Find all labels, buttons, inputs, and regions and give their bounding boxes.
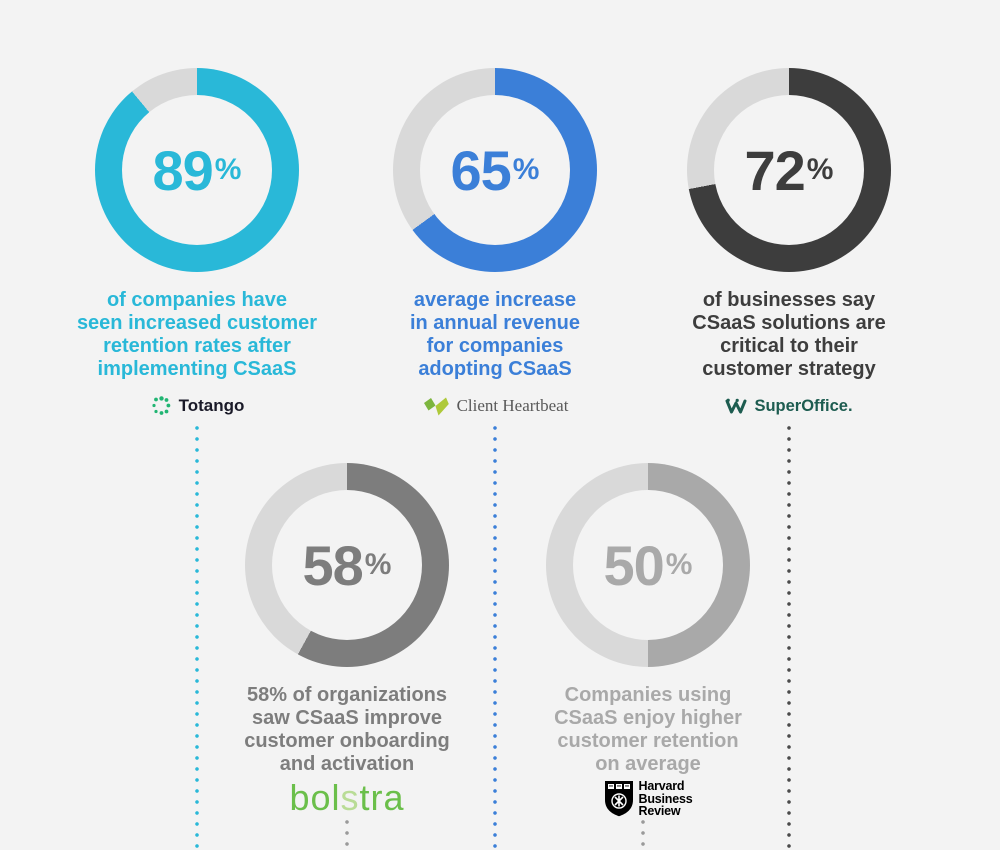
client-heartbeat-leaves-icon <box>423 397 449 415</box>
donut-chart-65: 65% <box>393 68 597 272</box>
caption-line: of businesses say <box>702 289 876 311</box>
caption-line: implementing CSaaS <box>97 358 297 380</box>
caption-line: for companies <box>426 335 564 357</box>
hbr-line: Review <box>638 804 681 818</box>
percent-sign: % <box>214 153 242 186</box>
caption-line: in annual revenue <box>409 312 581 334</box>
superoffice-w-icon <box>725 398 747 414</box>
stat-group-revenue: 65% average increase in annual revenue f… <box>345 68 645 420</box>
stat-caption: of businesses say CSaaS solutions are cr… <box>639 289 939 381</box>
stat-caption: average increase in annual revenue for c… <box>345 289 645 381</box>
caption-line: critical to their <box>720 335 858 357</box>
caption-line: seen increased customer <box>76 312 318 334</box>
caption-line: adopting CSaaS <box>418 358 572 380</box>
stat-group-strategy: 72% of businesses say CSaaS solutions ar… <box>639 68 939 420</box>
stat-value: 72% <box>687 68 891 272</box>
bolstra-wordmark-part: tra <box>359 777 405 818</box>
stat-number: 72 <box>744 138 806 202</box>
stat-caption: Companies using CSaaS enjoy higher custo… <box>498 684 798 776</box>
donut-chart-50: 50% <box>546 463 750 667</box>
source-logo-superoffice: SuperOffice. <box>639 392 939 420</box>
caption-line: on average <box>595 753 701 775</box>
caption-line: average increase <box>413 289 577 311</box>
percent-sign: % <box>364 548 392 581</box>
percent-sign: % <box>665 548 693 581</box>
caption-line: customer retention <box>557 730 739 752</box>
caption-line: Companies using <box>564 684 732 706</box>
donut-chart-72: 72% <box>687 68 891 272</box>
source-logo-bolstra: bolstra <box>197 778 497 818</box>
stat-group-retention: 89% of companies have seen increased cus… <box>47 68 347 420</box>
stat-value: 58% <box>245 463 449 667</box>
stat-number: 89 <box>152 138 214 202</box>
stat-number: 50 <box>603 533 665 597</box>
caption-line: and activation <box>279 753 415 775</box>
source-logo-client-heartbeat: Client Heartbeat <box>345 392 645 420</box>
totango-dots-icon <box>152 396 170 415</box>
hbr-line: Harvard <box>638 779 685 793</box>
caption-line: customer strategy <box>702 358 876 380</box>
stat-group-onboarding: 58% 58% of organizations saw CSaaS impro… <box>197 463 497 818</box>
stat-number: 65 <box>450 138 512 202</box>
dotted-connector-gray-left <box>345 818 349 850</box>
hbr-line: Business <box>638 791 693 806</box>
stat-group-retention-average: 50% Companies using CSaaS enjoy higher c… <box>498 463 798 818</box>
client-heartbeat-wordmark: Client Heartbeat <box>456 396 569 415</box>
dotted-connector-cyan <box>195 424 199 850</box>
hbr-shield-icon <box>604 781 633 817</box>
stat-caption: 58% of organizations saw CSaaS improve c… <box>197 684 497 776</box>
superoffice-wordmark: SuperOffice. <box>754 396 853 415</box>
stat-number: 58 <box>302 533 364 597</box>
dotted-connector-gray-right <box>641 818 645 850</box>
percent-sign: % <box>806 153 834 186</box>
bolstra-wordmark-s: s <box>340 777 360 818</box>
source-logo-harvard-business-review: Harvard Business Review <box>498 780 798 818</box>
stat-value: 50% <box>546 463 750 667</box>
stat-value: 89% <box>95 68 299 272</box>
donut-chart-89: 89% <box>95 68 299 272</box>
stat-value: 65% <box>393 68 597 272</box>
hbr-wordmark: Harvard Business Review <box>639 780 693 818</box>
caption-line: CSaaS enjoy higher <box>554 707 742 729</box>
source-logo-totango: Totango <box>47 392 347 420</box>
caption-line: saw CSaaS improve <box>251 707 443 729</box>
dotted-connector-dark <box>787 424 791 850</box>
totango-wordmark: Totango <box>178 396 245 415</box>
caption-line: retention rates after <box>103 335 291 357</box>
caption-line: customer onboarding <box>244 730 450 752</box>
caption-line: CSaaS solutions are <box>692 312 886 334</box>
caption-line: of companies have <box>106 289 288 311</box>
stat-caption: of companies have seen increased custome… <box>47 289 347 381</box>
donut-chart-58: 58% <box>245 463 449 667</box>
dotted-connector-blue <box>493 424 497 850</box>
bolstra-wordmark-part: bol <box>289 777 341 818</box>
caption-line: 58% of organizations <box>246 684 448 706</box>
percent-sign: % <box>512 153 540 186</box>
